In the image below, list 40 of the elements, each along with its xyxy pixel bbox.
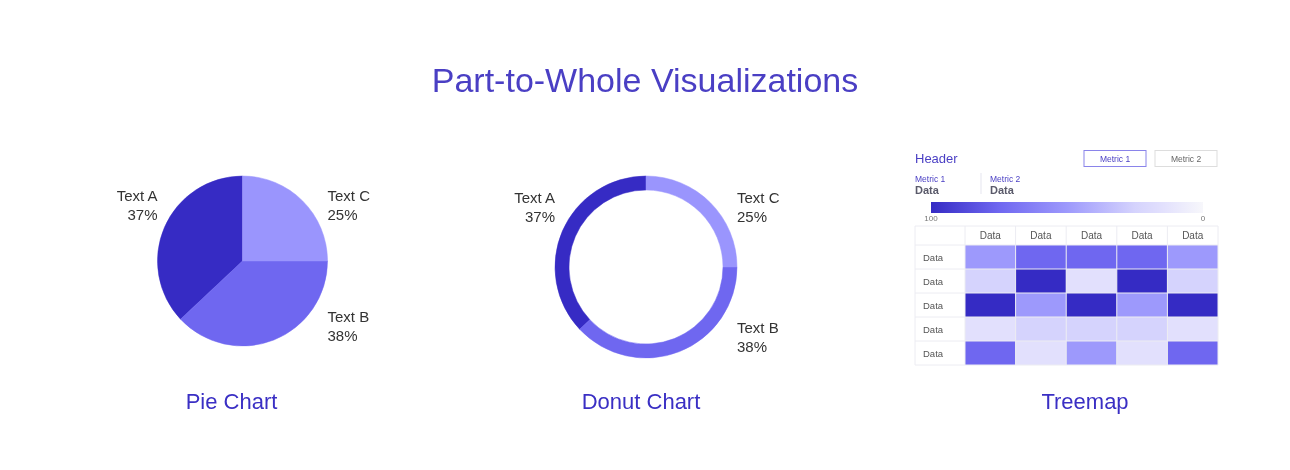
pie-slice (242, 175, 328, 262)
toggle-button: Metric 2 (1154, 150, 1218, 167)
data-label: 38% (327, 327, 358, 345)
color-bar-label: 100 (924, 214, 939, 223)
x-tick-label: Data (979, 230, 1002, 241)
data-label: 38% (737, 337, 768, 355)
data-label: 25% (737, 208, 768, 226)
y-tick-label: Data (923, 323, 944, 335)
y-tick-label: Data (923, 251, 944, 263)
data-label: 37% (127, 206, 158, 224)
text: Donut Chart (580, 388, 702, 416)
donut-slice (645, 175, 738, 268)
slice-label: Text A (514, 189, 555, 207)
data-label: 37% (524, 208, 555, 226)
donut-slice (579, 266, 738, 359)
pie-slice (180, 260, 328, 347)
text: Data (990, 183, 1015, 196)
text: Treemap (1040, 388, 1130, 416)
text: Part-to-Whole Visualizations (430, 60, 860, 101)
data-label: 25% (327, 206, 358, 224)
color-bar-label: 0 (1200, 214, 1206, 223)
slice-label: Text C (327, 187, 371, 205)
x-tick-label: Data (1030, 230, 1052, 241)
slice-label: Text B (327, 308, 370, 326)
y-tick-label: Data (923, 347, 944, 359)
text: Metric 1 (915, 174, 946, 184)
slice-label: Text C (737, 189, 780, 207)
x-tick-label: Data (1131, 230, 1154, 241)
y-tick-label: Data (923, 275, 944, 287)
pie-slice (157, 175, 243, 320)
chart-subtitle: Header (915, 150, 959, 166)
donut-slice (554, 175, 647, 330)
x-tick-label: Data (1080, 230, 1103, 241)
slice-label: Text B (737, 318, 779, 336)
toggle-button: Metric 1 (1083, 150, 1147, 167)
text: Metric 2 (990, 174, 1021, 184)
x-tick-label: Data (1182, 230, 1204, 241)
text: Pie Chart (184, 388, 279, 416)
slice-label: Text A (116, 187, 158, 205)
y-tick-label: Data (923, 299, 944, 311)
